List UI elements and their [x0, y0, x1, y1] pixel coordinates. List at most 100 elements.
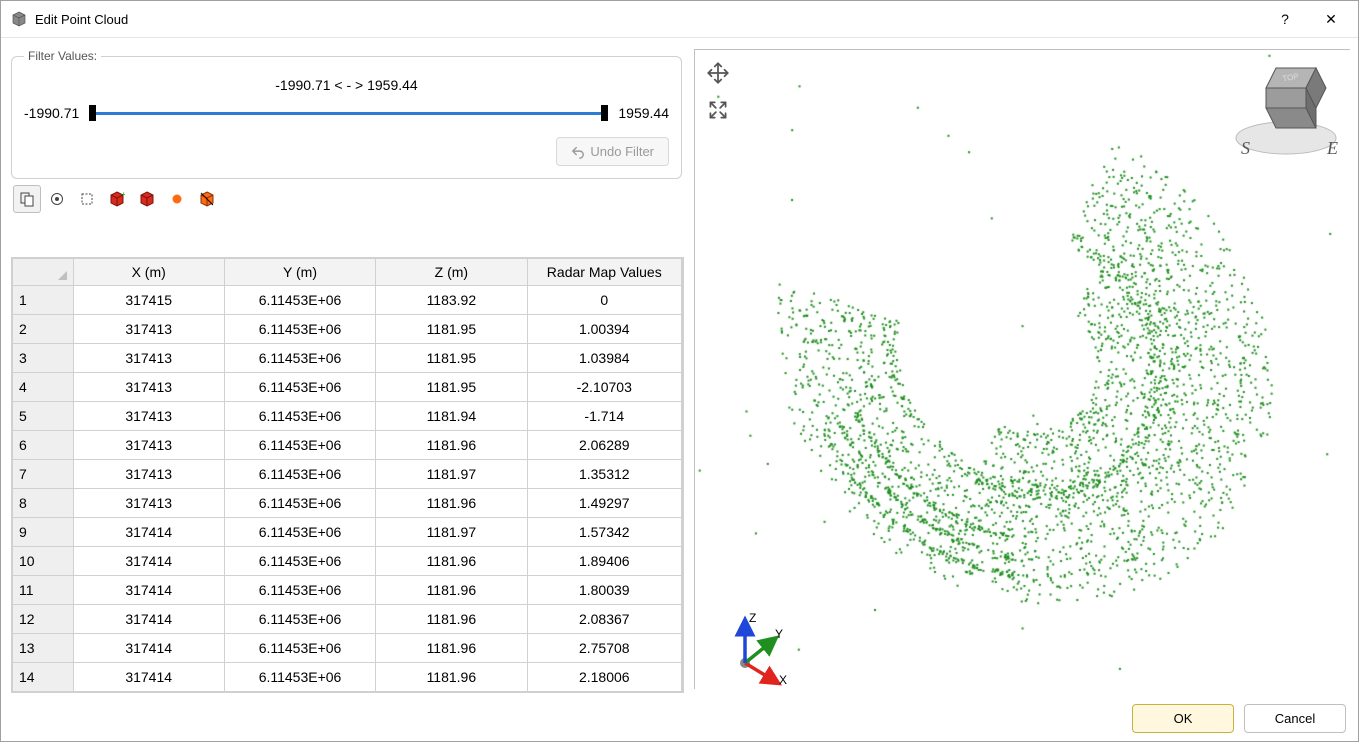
- table-cell[interactable]: 1181.95: [376, 315, 527, 344]
- table-cell[interactable]: 2.75708: [527, 634, 681, 663]
- table-cell[interactable]: 317413: [73, 315, 224, 344]
- deselect-icon[interactable]: [73, 185, 101, 213]
- table-cell[interactable]: 6.11453E+06: [224, 605, 375, 634]
- table-cell[interactable]: 2.08367: [527, 605, 681, 634]
- row-header[interactable]: 8: [13, 489, 74, 518]
- table-row[interactable]: 133174146.11453E+061181.962.75708: [13, 634, 682, 663]
- table-row[interactable]: 53174136.11453E+061181.94-1.714: [13, 402, 682, 431]
- col-header-z[interactable]: Z (m): [376, 259, 527, 286]
- table-cell[interactable]: 317413: [73, 373, 224, 402]
- table-row[interactable]: 103174146.11453E+061181.961.89406: [13, 547, 682, 576]
- fit-tool-icon[interactable]: [705, 97, 731, 128]
- undo-filter-button[interactable]: Undo Filter: [556, 137, 669, 166]
- table-row[interactable]: 63174136.11453E+061181.962.06289: [13, 431, 682, 460]
- close-button[interactable]: ✕: [1308, 4, 1354, 34]
- table-cell[interactable]: 6.11453E+06: [224, 663, 375, 692]
- table-row[interactable]: 73174136.11453E+061181.971.35312: [13, 460, 682, 489]
- table-cell[interactable]: 1181.97: [376, 518, 527, 547]
- row-header[interactable]: 1: [13, 286, 74, 315]
- filter-handle-max[interactable]: [601, 105, 608, 121]
- table-cell[interactable]: 317414: [73, 547, 224, 576]
- table-cell[interactable]: 317414: [73, 605, 224, 634]
- table-cell[interactable]: 1.49297: [527, 489, 681, 518]
- table-cell[interactable]: 6.11453E+06: [224, 344, 375, 373]
- table-cell[interactable]: 2.18006: [527, 663, 681, 692]
- cancel-button[interactable]: Cancel: [1244, 704, 1346, 733]
- table-row[interactable]: 93174146.11453E+061181.971.57342: [13, 518, 682, 547]
- table-cell[interactable]: 317413: [73, 460, 224, 489]
- row-header[interactable]: 14: [13, 663, 74, 692]
- table-cell[interactable]: 317414: [73, 518, 224, 547]
- table-cell[interactable]: 1181.96: [376, 663, 527, 692]
- table-cell[interactable]: 1.00394: [527, 315, 681, 344]
- table-cell[interactable]: 6.11453E+06: [224, 402, 375, 431]
- table-cell[interactable]: 1.89406: [527, 547, 681, 576]
- table-row[interactable]: 113174146.11453E+061181.961.80039: [13, 576, 682, 605]
- table-cell[interactable]: 6.11453E+06: [224, 489, 375, 518]
- table-cell[interactable]: 6.11453E+06: [224, 518, 375, 547]
- table-cell[interactable]: 0: [527, 286, 681, 315]
- ok-button[interactable]: OK: [1132, 704, 1234, 733]
- table-cell[interactable]: 317413: [73, 431, 224, 460]
- table-cell[interactable]: -1.714: [527, 402, 681, 431]
- table-cell[interactable]: 1181.96: [376, 605, 527, 634]
- table-cell[interactable]: 1181.94: [376, 402, 527, 431]
- row-header[interactable]: 10: [13, 547, 74, 576]
- compass-widget[interactable]: TOP S E: [1231, 58, 1341, 168]
- table-cell[interactable]: 1.35312: [527, 460, 681, 489]
- select-all-icon[interactable]: [43, 185, 71, 213]
- row-header[interactable]: 13: [13, 634, 74, 663]
- table-cell[interactable]: 6.11453E+06: [224, 431, 375, 460]
- table-cell[interactable]: 1181.96: [376, 547, 527, 576]
- table-cell[interactable]: 1.57342: [527, 518, 681, 547]
- col-header-radar[interactable]: Radar Map Values: [527, 259, 681, 286]
- row-header[interactable]: 9: [13, 518, 74, 547]
- table-cell[interactable]: 317414: [73, 663, 224, 692]
- row-header[interactable]: 11: [13, 576, 74, 605]
- table-cell[interactable]: 1181.96: [376, 576, 527, 605]
- table-cell[interactable]: 317414: [73, 576, 224, 605]
- col-header-y[interactable]: Y (m): [224, 259, 375, 286]
- table-row[interactable]: 13174156.11453E+061183.920: [13, 286, 682, 315]
- table-cell[interactable]: 1181.96: [376, 489, 527, 518]
- table-cell[interactable]: 2.06289: [527, 431, 681, 460]
- table-cell[interactable]: 1181.95: [376, 344, 527, 373]
- table-cell[interactable]: 1181.95: [376, 373, 527, 402]
- table-cell[interactable]: 317413: [73, 489, 224, 518]
- table-cell[interactable]: -2.10703: [527, 373, 681, 402]
- table-cell[interactable]: 317413: [73, 344, 224, 373]
- row-header[interactable]: 4: [13, 373, 74, 402]
- table-row[interactable]: 23174136.11453E+061181.951.00394: [13, 315, 682, 344]
- table-scrollbar[interactable]: [683, 257, 684, 693]
- viewport-3d[interactable]: TOP S E X: [694, 49, 1350, 689]
- filter-handle-min[interactable]: [89, 105, 96, 121]
- table-row[interactable]: 43174136.11453E+061181.95-2.10703: [13, 373, 682, 402]
- row-header[interactable]: 7: [13, 460, 74, 489]
- table-row[interactable]: 143174146.11453E+061181.962.18006: [13, 663, 682, 692]
- remove-box-icon[interactable]: [133, 185, 161, 213]
- row-header[interactable]: 12: [13, 605, 74, 634]
- table-cell[interactable]: 1181.96: [376, 431, 527, 460]
- help-button[interactable]: ?: [1262, 4, 1308, 34]
- row-header[interactable]: 6: [13, 431, 74, 460]
- copy-icon[interactable]: [13, 185, 41, 213]
- point-icon[interactable]: [163, 185, 191, 213]
- table-cell[interactable]: 6.11453E+06: [224, 286, 375, 315]
- table-cell[interactable]: 1181.97: [376, 460, 527, 489]
- table-cell[interactable]: 1.03984: [527, 344, 681, 373]
- table-row[interactable]: 33174136.11453E+061181.951.03984: [13, 344, 682, 373]
- table-cell[interactable]: 317414: [73, 634, 224, 663]
- table-cell[interactable]: 6.11453E+06: [224, 315, 375, 344]
- table-cell[interactable]: 317415: [73, 286, 224, 315]
- polygon-icon[interactable]: [193, 185, 221, 213]
- table-cell[interactable]: 6.11453E+06: [224, 373, 375, 402]
- table-cell[interactable]: 6.11453E+06: [224, 460, 375, 489]
- table-cell[interactable]: 1181.96: [376, 634, 527, 663]
- table-cell[interactable]: 317413: [73, 402, 224, 431]
- pan-tool-icon[interactable]: [705, 60, 731, 91]
- table-cell[interactable]: 1.80039: [527, 576, 681, 605]
- table-row[interactable]: 83174136.11453E+061181.961.49297: [13, 489, 682, 518]
- col-header-x[interactable]: X (m): [73, 259, 224, 286]
- table-corner-cell[interactable]: [13, 259, 74, 286]
- row-header[interactable]: 5: [13, 402, 74, 431]
